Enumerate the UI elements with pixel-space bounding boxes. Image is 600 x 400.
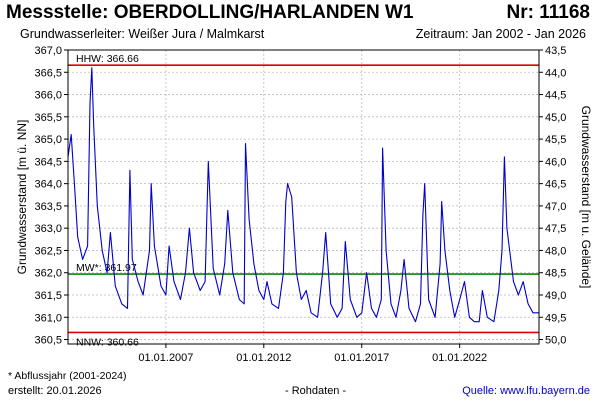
y-tick-label-right: 45,0 xyxy=(545,112,566,124)
station-number: Nr: 11168 xyxy=(506,2,590,23)
y-tick-label-left: 367,0 xyxy=(34,45,62,57)
y-tick-label-left: 364,5 xyxy=(34,156,62,168)
created-date: erstellt: 20.01.2026 xyxy=(8,385,102,397)
y-tick-label-right: 49,0 xyxy=(545,290,566,302)
y-axis-label-left: Grundwasserstand [m ü. NN] xyxy=(15,120,29,275)
y-tick-label-right: 44,5 xyxy=(545,90,566,102)
x-tick-label: 01.01.2012 xyxy=(236,352,291,364)
y-tick-label-left: 362,5 xyxy=(34,245,62,257)
page-title: Messstelle: OBERDOLLING/HARLANDEN W1 xyxy=(6,2,414,23)
reference-label-hhw: HHW: 366.66 xyxy=(76,53,139,65)
y-tick-label-left: 364,0 xyxy=(34,179,62,191)
x-tick-label: 01.01.2007 xyxy=(138,352,193,364)
y-tick-label-right: 47,5 xyxy=(545,223,566,235)
y-tick-label-left: 361,0 xyxy=(34,312,62,324)
y-tick-label-right: 44,0 xyxy=(545,67,566,79)
source-link[interactable]: Quelle: www.lfu.bayern.de xyxy=(462,385,590,397)
y-tick-label-left: 365,5 xyxy=(34,112,62,124)
axes: 360,5 361,0 361,5 362,0 362,5 363,0 363,5 364,0… xyxy=(34,45,566,364)
y-tick-label-right: 46,5 xyxy=(545,179,566,191)
y-tick-label-left: 363,5 xyxy=(34,201,62,213)
y-tick-label-right: 48,5 xyxy=(545,268,566,280)
reference-label-nnw: NNW: 360.66 xyxy=(76,336,139,348)
footnote: * Abflussjahr (2001-2024) xyxy=(8,370,127,382)
y-tick-label-right: 46,0 xyxy=(545,156,566,168)
y-tick-label-right: 49,5 xyxy=(545,312,566,324)
y-tick-label-left: 365,0 xyxy=(34,134,62,146)
y-tick-label-right: 47,0 xyxy=(545,201,566,213)
y-tick-label-left: 362,0 xyxy=(34,268,62,280)
y-tick-label-right: 43,5 xyxy=(545,45,566,57)
rawdata-label: - Rohdaten - xyxy=(285,385,347,397)
series-line-groundwater xyxy=(67,67,539,323)
y-tick-label-right: 50,0 xyxy=(545,335,566,347)
period-label: Zeitraum: Jan 2002 - Jan 2026 xyxy=(415,27,586,41)
x-tick-label: 01.01.2017 xyxy=(334,352,389,364)
series xyxy=(67,67,539,323)
y-tick-label-left: 360,5 xyxy=(34,335,62,347)
grid xyxy=(68,49,539,344)
y-tick-label-right: 45,5 xyxy=(545,134,566,146)
y-tick-label-right: 48,0 xyxy=(545,245,566,257)
y-tick-label-left: 366,5 xyxy=(34,67,62,79)
plot-frame xyxy=(67,49,540,345)
y-axis-label-right: Grundwasserstand [m u. Gelände] xyxy=(579,106,593,289)
aquifer-label: Grundwasserleiter: Weißer Jura / Malmkar… xyxy=(20,27,265,41)
y-tick-label-left: 366,0 xyxy=(34,90,62,102)
x-tick-label: 01.01.2022 xyxy=(432,352,487,364)
y-tick-label-left: 363,0 xyxy=(34,223,62,235)
y-tick-label-left: 361,5 xyxy=(34,290,62,302)
